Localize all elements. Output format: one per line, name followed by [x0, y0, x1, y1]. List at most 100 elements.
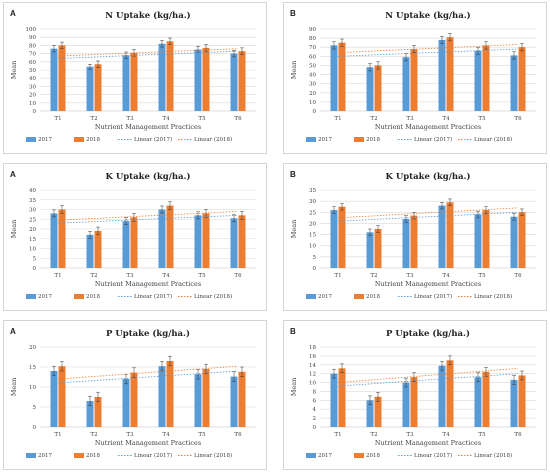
legend-swatch: [354, 453, 364, 458]
x-tick-label: T3: [126, 116, 134, 122]
bar-2017-T3: [402, 382, 410, 427]
bar-2018-T4: [446, 360, 454, 427]
y-tick-label: 10: [29, 247, 36, 253]
chart-title: P Uptake (kg/ha.): [106, 328, 190, 339]
x-tick-label: T1: [334, 116, 341, 122]
x-tick-label: T5: [198, 432, 206, 438]
legend-swatch: [354, 137, 364, 142]
bar-2018-T2: [374, 396, 382, 427]
y-axis-label: Mean: [10, 220, 18, 239]
legend-swatch: [74, 294, 84, 299]
y-tick-label: 30: [309, 82, 316, 88]
x-tick-label: T5: [198, 116, 206, 122]
y-tick-label: 40: [309, 73, 316, 79]
x-tick-label: T3: [126, 273, 134, 279]
y-tick-label: 50: [29, 68, 36, 74]
legend-label: 2017: [318, 453, 332, 459]
legend-label: 2017: [38, 453, 52, 459]
chart-title: P Uptake (kg/ha.): [386, 328, 470, 339]
legend-label: 2018: [366, 453, 380, 459]
y-tick-label: 18: [309, 345, 316, 351]
y-tick-label: 10: [309, 381, 316, 387]
bar-2017-T4: [158, 366, 166, 427]
x-tick-label: T3: [126, 432, 134, 438]
legend-label: 2018: [366, 137, 380, 143]
legend-label: 2017: [38, 294, 52, 300]
x-tick-label: T6: [514, 432, 522, 438]
bar-2017-T6: [230, 218, 238, 268]
bar-2018-T3: [130, 52, 138, 111]
bar-2018-T6: [238, 215, 246, 268]
y-tick-label: 80: [29, 43, 36, 49]
legend-label: 2017: [38, 137, 52, 143]
bar-2018-T2: [94, 230, 102, 268]
bar-2017-T1: [50, 371, 58, 427]
bar-2017-T6: [230, 53, 238, 111]
legend-swatch: [74, 137, 84, 142]
bar-2017-T3: [402, 218, 410, 268]
bar-2017-T4: [438, 365, 446, 427]
trendline-0: [57, 214, 239, 224]
bar-2018-T1: [338, 368, 346, 427]
x-tick-label: T2: [370, 273, 377, 279]
trendline-1: [337, 44, 519, 54]
y-tick-label: 15: [309, 233, 316, 239]
x-tick-label: T2: [370, 432, 377, 438]
y-tick-label: 40: [29, 188, 36, 194]
legend-label: Linear (2018): [474, 136, 512, 143]
legend-label: Linear (2017): [134, 293, 172, 300]
legend-label: 2018: [86, 137, 100, 143]
bar-2018-T3: [410, 49, 418, 111]
bar-2017-T3: [122, 221, 130, 268]
y-tick-label: 90: [309, 27, 316, 33]
chart-title: N Uptake (kg/ha.): [105, 10, 190, 21]
x-tick-label: T1: [54, 116, 61, 122]
bar-2018-T5: [482, 210, 490, 268]
chart-panel-k-uptake-a: A K Uptake (kg/ha.) 0 5 10 15 20 25 30 35 40 Mean T1…: [3, 163, 267, 311]
bar-2017-T2: [366, 400, 374, 427]
bar-2018-T1: [58, 209, 66, 268]
legend-label: Linear (2017): [134, 136, 172, 143]
bar-2018-T4: [166, 205, 174, 268]
x-tick-label: T5: [198, 273, 206, 279]
x-tick-label: T2: [90, 273, 97, 279]
bar-2018-T4: [166, 41, 174, 111]
x-tick-label: T5: [478, 116, 486, 122]
trendline-0: [337, 48, 519, 57]
y-tick-label: 0: [33, 266, 37, 272]
bar-2017-T5: [194, 215, 202, 268]
chart-panel-n-uptake-a: A N Uptake (kg/ha.) 0 10 20 30 40 50 60 70 80 90 100…: [3, 2, 267, 154]
bar-2018-T6: [518, 47, 526, 111]
bar-2017-T4: [438, 205, 446, 268]
legend-label: Linear (2018): [474, 293, 512, 300]
y-tick-label: 20: [309, 91, 316, 97]
bar-2017-T1: [330, 373, 338, 427]
y-tick-label: 20: [309, 221, 316, 227]
y-tick-label: 14: [309, 363, 316, 369]
y-tick-label: 15: [29, 237, 36, 243]
y-tick-label: 35: [29, 198, 36, 204]
y-tick-label: 100: [26, 27, 37, 33]
bar-2017-T2: [86, 234, 94, 268]
chart-svg: B P Uptake (kg/ha.) 0 2 4 6 8 10 12 14 16 18 Mean T1 T…: [290, 327, 536, 459]
y-tick-label: 25: [309, 210, 316, 216]
y-tick-label: 6: [313, 398, 317, 404]
bar-2017-T5: [474, 50, 482, 111]
y-tick-label: 0: [313, 425, 317, 431]
y-tick-label: 30: [29, 208, 36, 214]
y-tick-label: 70: [29, 52, 36, 58]
y-axis-label: Mean: [290, 61, 298, 80]
bar-2018-T3: [130, 372, 138, 427]
trendline-1: [57, 48, 239, 57]
trendline-1: [337, 207, 519, 219]
y-tick-label: 12: [309, 372, 316, 378]
x-tick-label: T2: [90, 116, 97, 122]
x-axis-label: Nutrient Management Practices: [95, 280, 201, 288]
bar-2018-T2: [94, 64, 102, 111]
bar-2017-T6: [230, 376, 238, 427]
y-tick-label: 30: [29, 84, 36, 90]
panel-label: B: [290, 9, 296, 18]
chart-title: K Uptake (kg/ha.): [105, 171, 190, 182]
legend-label: Linear (2017): [414, 293, 452, 300]
y-tick-label: 80: [309, 36, 316, 42]
